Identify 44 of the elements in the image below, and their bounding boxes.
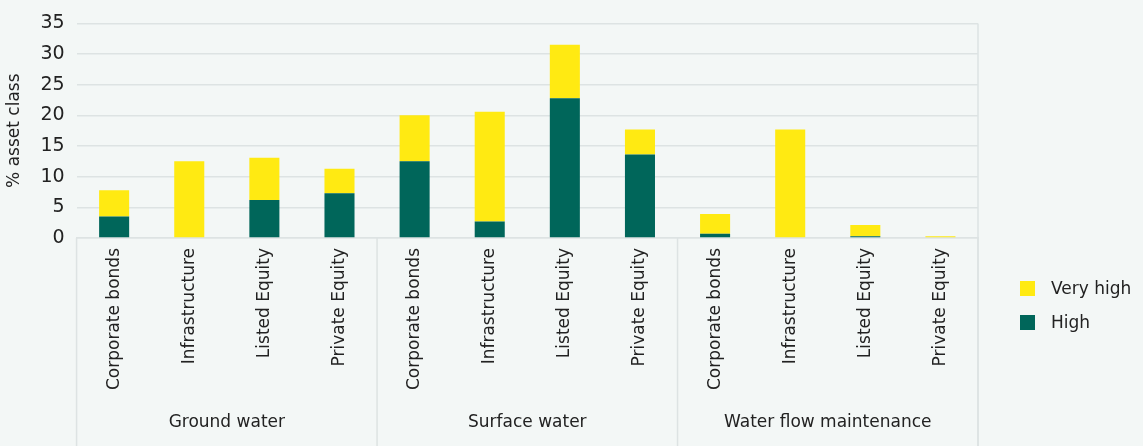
- x-tick-label: Corporate bonds: [703, 247, 724, 391]
- bar: [99, 216, 130, 238]
- bar: [549, 98, 580, 238]
- y-tick-label: 15: [40, 132, 65, 155]
- y-tick-label: 35: [40, 10, 65, 33]
- x-tick-label: Corporate bonds: [403, 247, 424, 391]
- x-tick-label: Listed Equity: [553, 248, 574, 359]
- y-tick-label: 0: [52, 224, 65, 247]
- y-tick-label: 10: [40, 163, 65, 186]
- text: Ground water: [168, 411, 286, 432]
- bar: [700, 214, 731, 234]
- bar: [549, 44, 580, 99]
- x-tick-label: Private Equity: [628, 248, 649, 367]
- bar: [624, 154, 655, 238]
- bar: [249, 157, 280, 200]
- bar: [850, 225, 881, 237]
- x-tick-label: Corporate bonds: [102, 247, 123, 391]
- y-tick-label: 25: [40, 71, 65, 94]
- bar: [624, 129, 655, 155]
- bar: [324, 168, 355, 194]
- y-axis-title: % asset class: [2, 73, 23, 188]
- text: Water flow maintenance: [724, 411, 932, 432]
- bar: [174, 161, 205, 238]
- legend-label: Very high: [1051, 278, 1132, 298]
- bar: [399, 161, 430, 238]
- bar: [249, 199, 280, 238]
- x-tick-label: Infrastructure: [778, 248, 799, 365]
- bar: [399, 115, 430, 162]
- x-tick-label: Private Equity: [327, 248, 348, 367]
- x-tick-label: Infrastructure: [177, 248, 198, 365]
- text: Surface water: [467, 411, 587, 432]
- bar: [99, 190, 130, 217]
- x-tick-label: Listed Equity: [853, 248, 874, 359]
- bar: [474, 221, 505, 238]
- legend-label: High: [1051, 312, 1091, 332]
- x-tick-label: Private Equity: [928, 248, 949, 367]
- x-tick-label: Listed Equity: [252, 248, 273, 359]
- y-tick-label: 20: [40, 102, 65, 125]
- bar: [324, 193, 355, 238]
- y-tick-label: 5: [52, 194, 65, 217]
- x-tick-label: Infrastructure: [478, 248, 499, 365]
- bar: [474, 111, 505, 222]
- y-tick-label: 30: [40, 40, 65, 63]
- bar: [775, 129, 806, 238]
